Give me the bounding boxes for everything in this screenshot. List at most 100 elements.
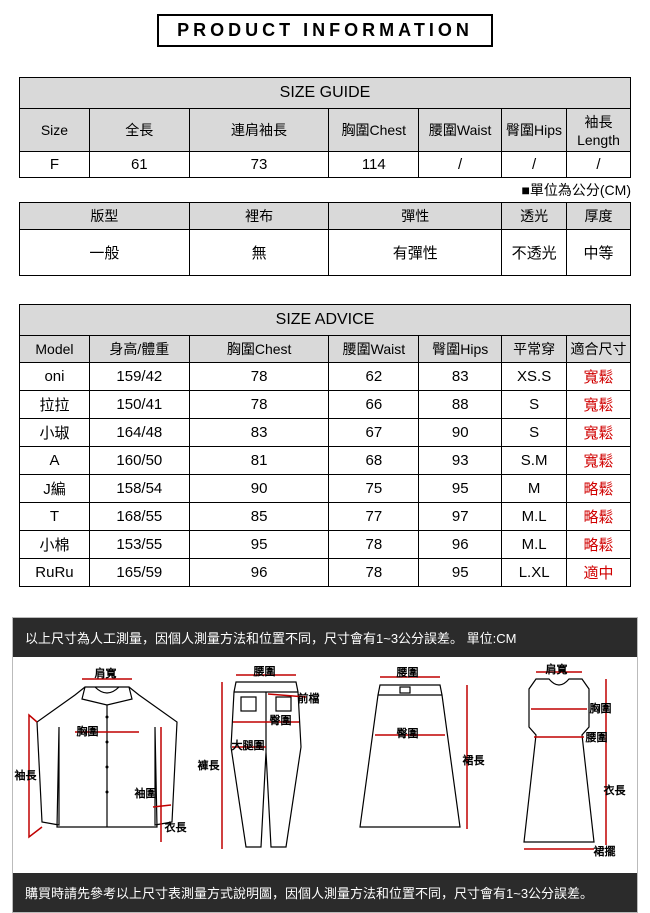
table-cell: 適合尺寸	[567, 336, 631, 363]
label-waist3: 腰圍	[586, 729, 608, 745]
table-cell: M.L	[502, 503, 567, 531]
table-row: T168/55857797M.L略鬆	[20, 503, 631, 531]
table-cell: 全長	[89, 109, 189, 152]
diagram-bottom-note: 購買時請先參考以上尺寸表測量方式說明圖，因個人測量方法和位置不同，尺寸會有1~3…	[13, 873, 637, 912]
table-cell: 腰圍Waist	[419, 109, 502, 152]
table-cell: 腰圍Waist	[329, 336, 419, 363]
label-shoulder2: 肩寬	[546, 661, 568, 677]
table-cell: 96	[419, 531, 502, 559]
table-cell: M	[502, 475, 567, 503]
table-cell: 78	[189, 363, 329, 391]
table-row: oni159/42786283XS.S寬鬆	[20, 363, 631, 391]
table-cell: RuRu	[20, 559, 90, 587]
table-cell: 158/54	[89, 475, 189, 503]
table-cell: 無	[189, 230, 329, 276]
table-cell: 90	[419, 419, 502, 447]
table-cell: 平常穿	[502, 336, 567, 363]
table-cell: 93	[419, 447, 502, 475]
table-cell: 95	[419, 475, 502, 503]
label-chest: 胸圍	[77, 723, 99, 739]
table-cell: 臀圍Hips	[502, 109, 567, 152]
table-cell: S	[502, 419, 567, 447]
label-skirt-length: 裙長	[463, 752, 485, 768]
skirt-diagram: 腰圍 臀圍 裙長	[345, 667, 475, 847]
table-cell: 厚度	[567, 203, 631, 230]
table-cell: J編	[20, 475, 90, 503]
table-row: 小棉153/55957896M.L略鬆	[20, 531, 631, 559]
page-title: PRODUCT INFORMATION	[157, 14, 493, 47]
table-cell: /	[419, 152, 502, 178]
table-cell: Model	[20, 336, 90, 363]
table-cell: 78	[329, 559, 419, 587]
size-guide-table: SIZE GUIDE Size全長連肩袖長胸圍Chest腰圍Waist臀圍Hip…	[19, 77, 631, 178]
table-cell: 身高/體重	[89, 336, 189, 363]
table-cell: 小棉	[20, 531, 90, 559]
table-row: 小琡164/48836790S寬鬆	[20, 419, 631, 447]
dress-diagram: 肩寬 胸圍 腰圍 衣長 裙擺	[494, 667, 624, 857]
table-cell: 臀圍Hips	[419, 336, 502, 363]
table-cell: 略鬆	[567, 503, 631, 531]
size-guide-title: SIZE GUIDE	[20, 78, 631, 109]
table-cell: 150/41	[89, 391, 189, 419]
table-cell: 168/55	[89, 503, 189, 531]
table-cell: 中等	[567, 230, 631, 276]
table-cell: 83	[189, 419, 329, 447]
size-advice-title: SIZE ADVICE	[20, 305, 631, 336]
table-cell: 適中	[567, 559, 631, 587]
label-pant-length: 褲長	[198, 757, 220, 773]
table-cell: 彈性	[329, 203, 502, 230]
table-cell: /	[566, 152, 630, 178]
table-cell: 66	[329, 391, 419, 419]
table-cell: 153/55	[89, 531, 189, 559]
table-cell: 81	[189, 447, 329, 475]
table-cell: A	[20, 447, 90, 475]
table-cell: 胸圍Chest	[189, 336, 329, 363]
table-cell: 85	[189, 503, 329, 531]
diagram-top-note: 以上尺寸為人工測量，因個人測量方法和位置不同，尺寸會有1~3公分誤差。 單位:C…	[13, 618, 637, 657]
table-cell: T	[20, 503, 90, 531]
table-cell: 96	[189, 559, 329, 587]
table-row: RuRu165/59967895L.XL適中	[20, 559, 631, 587]
table-cell: oni	[20, 363, 90, 391]
table-cell: 版型	[20, 203, 190, 230]
table-cell: 寬鬆	[567, 447, 631, 475]
table-cell: S.M	[502, 447, 567, 475]
table-cell: 不透光	[502, 230, 567, 276]
table-cell: 裡布	[189, 203, 329, 230]
table-cell: 略鬆	[567, 531, 631, 559]
label-length2: 衣長	[604, 782, 626, 798]
table-cell: 拉拉	[20, 391, 90, 419]
table-cell: Size	[20, 109, 90, 152]
table-cell: 159/42	[89, 363, 189, 391]
table-cell: 寬鬆	[567, 363, 631, 391]
table-cell: 95	[189, 531, 329, 559]
table-cell: 有彈性	[329, 230, 502, 276]
label-length: 衣長	[165, 819, 187, 835]
table-cell: 95	[419, 559, 502, 587]
table-cell: 78	[189, 391, 329, 419]
label-hip2: 臀圍	[397, 725, 419, 741]
table-cell: 77	[329, 503, 419, 531]
table-cell: /	[502, 152, 567, 178]
label-cuff: 袖圍	[135, 785, 157, 801]
table-cell: 78	[329, 531, 419, 559]
table-cell: 61	[89, 152, 189, 178]
table-cell: 75	[329, 475, 419, 503]
table-cell: F	[20, 152, 90, 178]
table-cell: 寬鬆	[567, 419, 631, 447]
label-waist: 腰圍	[254, 663, 276, 679]
table-cell: 114	[329, 152, 419, 178]
label-chest2: 胸圍	[590, 700, 612, 716]
fabric-table: 版型裡布彈性透光厚度 一般無有彈性不透光中等	[19, 202, 631, 276]
shirt-diagram: 肩寬 胸圍 袖長 袖圍 衣長	[27, 667, 187, 847]
table-cell: 68	[329, 447, 419, 475]
table-row: A160/50816893S.M寬鬆	[20, 447, 631, 475]
size-advice-table: SIZE ADVICE Model身高/體重胸圍Chest腰圍Waist臀圍Hi…	[19, 304, 631, 587]
table-cell: 165/59	[89, 559, 189, 587]
table-row: J編158/54907595M略鬆	[20, 475, 631, 503]
table-cell: 67	[329, 419, 419, 447]
label-hip: 臀圍	[270, 712, 292, 728]
table-cell: M.L	[502, 531, 567, 559]
table-cell: 袖長Length	[566, 109, 630, 152]
label-shoulder: 肩寬	[95, 665, 117, 681]
